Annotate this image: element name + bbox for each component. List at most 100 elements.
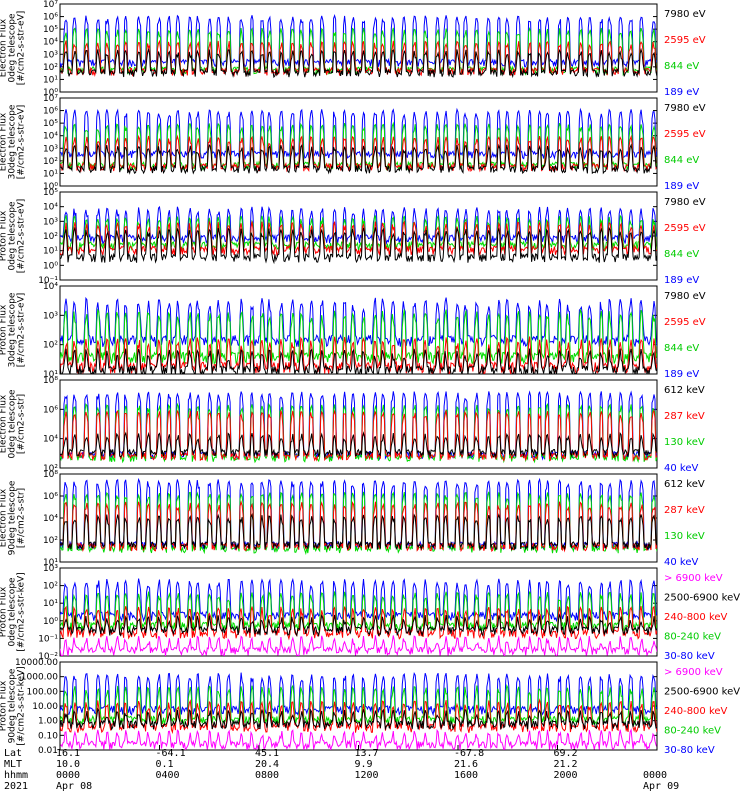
y-tick-label: 10⁴ xyxy=(43,514,58,524)
panel-1: 10⁰ 10¹ 10² 10³ 10⁴ 10⁵ 10⁶ 10⁷ TEDElectron Flux… xyxy=(0,0,706,98)
y-tick-label: 10⁻² xyxy=(38,652,58,662)
time-column: 45.1 20.4 0800 xyxy=(255,748,279,792)
time-column-lat: 16.1 xyxy=(56,748,81,759)
series-line-0 xyxy=(60,226,657,265)
legend-entry: 612 keV xyxy=(664,479,705,490)
y-tick-label: 10¹ xyxy=(43,599,58,609)
series-line-2 xyxy=(60,402,657,464)
panel-2: 10⁰ 10¹ 10² 10³ 10⁴ 10⁵ 10⁶ 10⁷ TEDElectron Flux… xyxy=(0,94,706,192)
y-tick-label: 10³ xyxy=(43,311,58,321)
time-column-mlt: 9.9 xyxy=(354,759,373,770)
legend-entry: 844 eV xyxy=(664,249,699,260)
y-tick-label: 10³ xyxy=(43,50,58,60)
y-tick-label: 1000.00 xyxy=(21,673,58,683)
legend-entry: 844 eV xyxy=(664,155,699,166)
series-line-0 xyxy=(60,728,657,750)
y-tick-label: 10⁷ xyxy=(43,0,58,10)
y-tick-label: 10² xyxy=(43,536,58,546)
y-tick-label: 10⁰ xyxy=(43,261,58,271)
y-axis-label: TEDElectron Flux0deg telescope[#/cm2-s-s… xyxy=(0,11,27,86)
y-tick-label: 10⁸ xyxy=(43,376,58,386)
y-tick-label: 10⁰ xyxy=(43,617,58,627)
time-column-hhmm: 0800 xyxy=(255,770,280,781)
y-tick-label: 10³ xyxy=(43,564,58,574)
y-axis-label: MEPEDProton Flux90deg telescope[#/cm2-s-… xyxy=(0,666,27,745)
y-tick-label: 10⁰ xyxy=(43,182,58,192)
legend-entry: 40 keV xyxy=(664,557,698,568)
time-column-lat xyxy=(643,748,679,759)
y-tick-label: 10⁵ xyxy=(43,119,58,129)
legend-entry: 130 keV xyxy=(664,531,705,542)
time-column: -67.8 21.6 1600 xyxy=(454,748,484,792)
time-column-hhmm: 0000 xyxy=(56,770,81,781)
y-tick-label: 10⁴ xyxy=(43,132,58,142)
legend-entry: > 6900 keV xyxy=(664,667,723,678)
y-tick-label: 10¹ xyxy=(43,558,58,568)
time-column-date xyxy=(454,781,484,792)
y-tick-label: 10⁴ xyxy=(43,435,58,445)
panel-8: 0.01 0.10 1.00 10.00 100.00 1000.00 10000.00ME… xyxy=(0,658,740,756)
y-axis-label: MEPEDElectron Flux0deg telescope[#/cm2-s… xyxy=(0,389,27,459)
time-column-date xyxy=(355,781,379,792)
series-line-1 xyxy=(60,613,657,638)
legend-entry: 844 eV xyxy=(664,343,699,354)
y-tick-label: 10⁶ xyxy=(43,13,58,23)
time-column-lat: 45.1 xyxy=(255,748,280,759)
legend-entry: 240-800 keV xyxy=(664,612,728,623)
y-tick-label: 10⁸ xyxy=(43,470,58,480)
row-label-lat: Lat xyxy=(4,748,23,759)
legend-entry: 240-800 keV xyxy=(664,706,728,717)
y-tick-label: 10⁶ xyxy=(43,107,58,117)
y-tick-label: 10⁻¹ xyxy=(38,634,58,644)
row-label-year: 2021 xyxy=(4,781,29,792)
legend-entry: 189 eV xyxy=(664,275,699,286)
y-tick-label: 10² xyxy=(43,157,58,167)
time-column-mlt: 10.0 xyxy=(56,759,81,770)
y-tick-label: 10⁶ xyxy=(43,405,58,415)
y-tick-label: 10² xyxy=(43,232,58,242)
series-line-0 xyxy=(60,512,657,552)
legend-entry: 7980 eV xyxy=(664,291,706,302)
series-line-0 xyxy=(60,431,657,459)
time-column-hhmm: 0400 xyxy=(155,770,180,781)
y-tick-label: 10⁴ xyxy=(43,38,58,48)
time-column-hhmm: 1200 xyxy=(354,770,379,781)
y-axis-label: TEDElectron Flux30deg telescope[#/cm2-s-… xyxy=(0,104,27,179)
legend-entry: 2595 eV xyxy=(664,223,706,234)
legend-entry: 189 eV xyxy=(664,369,699,380)
y-tick-label: 10² xyxy=(43,464,58,474)
time-column-date xyxy=(156,781,186,792)
legend-entry: 7980 eV xyxy=(664,9,706,20)
legend-entry: 80-240 keV xyxy=(664,726,721,737)
y-tick-label: 10³ xyxy=(43,144,58,154)
legend-entry: 189 eV xyxy=(664,181,699,192)
y-tick-label: 1.00 xyxy=(38,717,58,727)
legend-entry: 30-80 keV xyxy=(664,651,715,662)
time-column-date: Apr 08 xyxy=(56,781,93,792)
y-tick-label: 10⁰ xyxy=(43,88,58,98)
time-column-hhmm: 1600 xyxy=(454,770,479,781)
y-tick-label: 10000.00 xyxy=(15,658,58,668)
y-tick-label: 10² xyxy=(43,341,58,351)
y-tick-label: 0.01 xyxy=(38,746,58,756)
series-line-3 xyxy=(60,684,657,726)
legend-entry: 40 keV xyxy=(664,463,698,474)
series-line-1 xyxy=(60,39,657,78)
y-tick-label: 10⁵ xyxy=(43,25,58,35)
y-tick-label: 10¹ xyxy=(43,75,58,85)
y-tick-label: 10¹ xyxy=(43,247,58,257)
series-line-2 xyxy=(60,308,657,365)
legend-entry: 2595 eV xyxy=(664,129,706,140)
time-column-lat: -67.8 xyxy=(454,748,485,759)
legend-entry: 287 keV xyxy=(664,505,705,516)
legend-entry: 287 keV xyxy=(664,411,705,422)
time-column-date: Apr 09 xyxy=(643,781,680,792)
y-tick-label: 10² xyxy=(43,63,58,73)
y-tick-label: 10² xyxy=(43,582,58,592)
time-column-mlt: 21.2 xyxy=(553,759,578,770)
series-line-0 xyxy=(60,143,657,175)
y-tick-label: 10³ xyxy=(43,217,58,227)
y-tick-label: 10⁶ xyxy=(43,492,58,502)
panel-3: 10⁻¹ 10⁰ 10¹ 10² 10³ 10⁴ 10⁵ TEDProton Flux0deg… xyxy=(0,188,706,286)
